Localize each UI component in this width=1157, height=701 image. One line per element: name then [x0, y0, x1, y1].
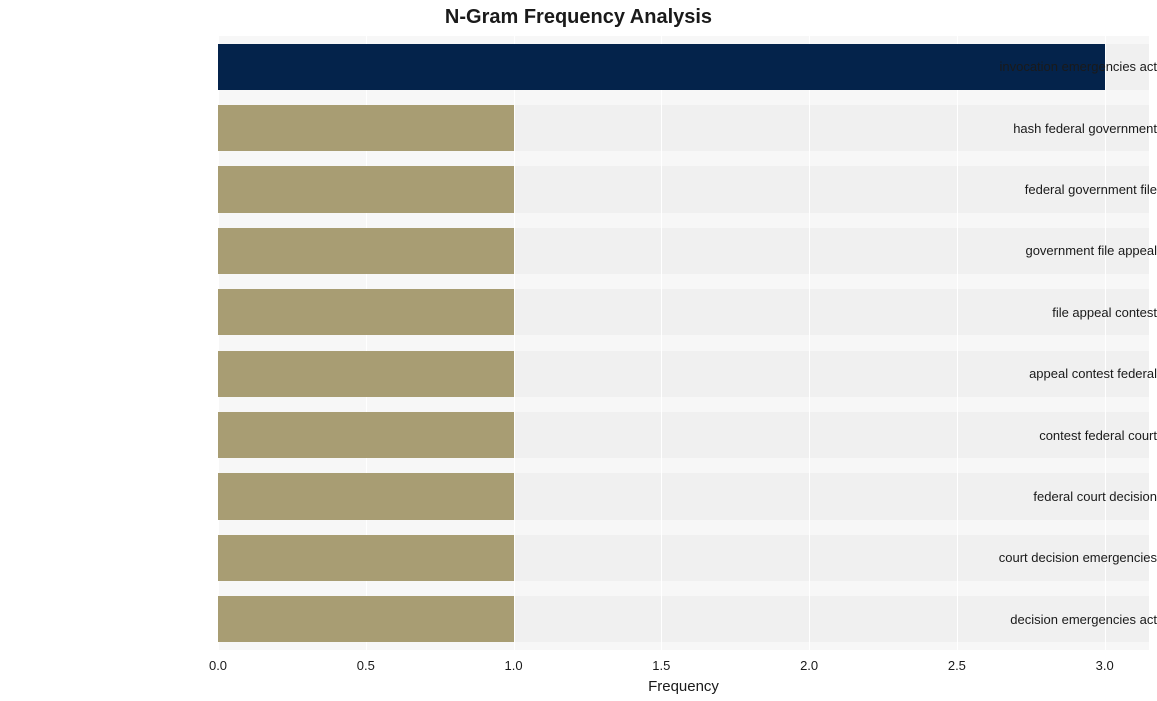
bar	[218, 105, 514, 151]
x-tick-label: 3.0	[1096, 658, 1114, 673]
bar	[218, 596, 514, 642]
bar	[218, 535, 514, 581]
ngram-frequency-chart: N-Gram Frequency Analysis Frequency invo…	[0, 0, 1157, 701]
bar	[218, 351, 514, 397]
y-tick-label: decision emergencies act	[945, 613, 1157, 626]
x-tick-label: 1.0	[505, 658, 523, 673]
y-tick-label: file appeal contest	[945, 306, 1157, 319]
x-tick-label: 0.5	[357, 658, 375, 673]
x-axis-label: Frequency	[218, 678, 1149, 695]
y-tick-label: federal court decision	[945, 490, 1157, 503]
y-tick-label: invocation emergencies act	[945, 60, 1157, 73]
y-tick-label: federal government file	[945, 183, 1157, 196]
bar	[218, 412, 514, 458]
gridline	[514, 36, 515, 650]
y-tick-label: government file appeal	[945, 244, 1157, 257]
gridline	[661, 36, 662, 650]
bar	[218, 228, 514, 274]
bar	[218, 473, 514, 519]
chart-title: N-Gram Frequency Analysis	[0, 6, 1157, 29]
bar	[218, 289, 514, 335]
bar	[218, 166, 514, 212]
x-tick-label: 2.5	[948, 658, 966, 673]
y-tick-label: appeal contest federal	[945, 367, 1157, 380]
x-tick-label: 0.0	[209, 658, 227, 673]
x-tick-label: 2.0	[800, 658, 818, 673]
gridline	[809, 36, 810, 650]
y-tick-label: court decision emergencies	[945, 551, 1157, 564]
x-tick-label: 1.5	[652, 658, 670, 673]
y-tick-label: contest federal court	[945, 429, 1157, 442]
y-tick-label: hash federal government	[945, 122, 1157, 135]
